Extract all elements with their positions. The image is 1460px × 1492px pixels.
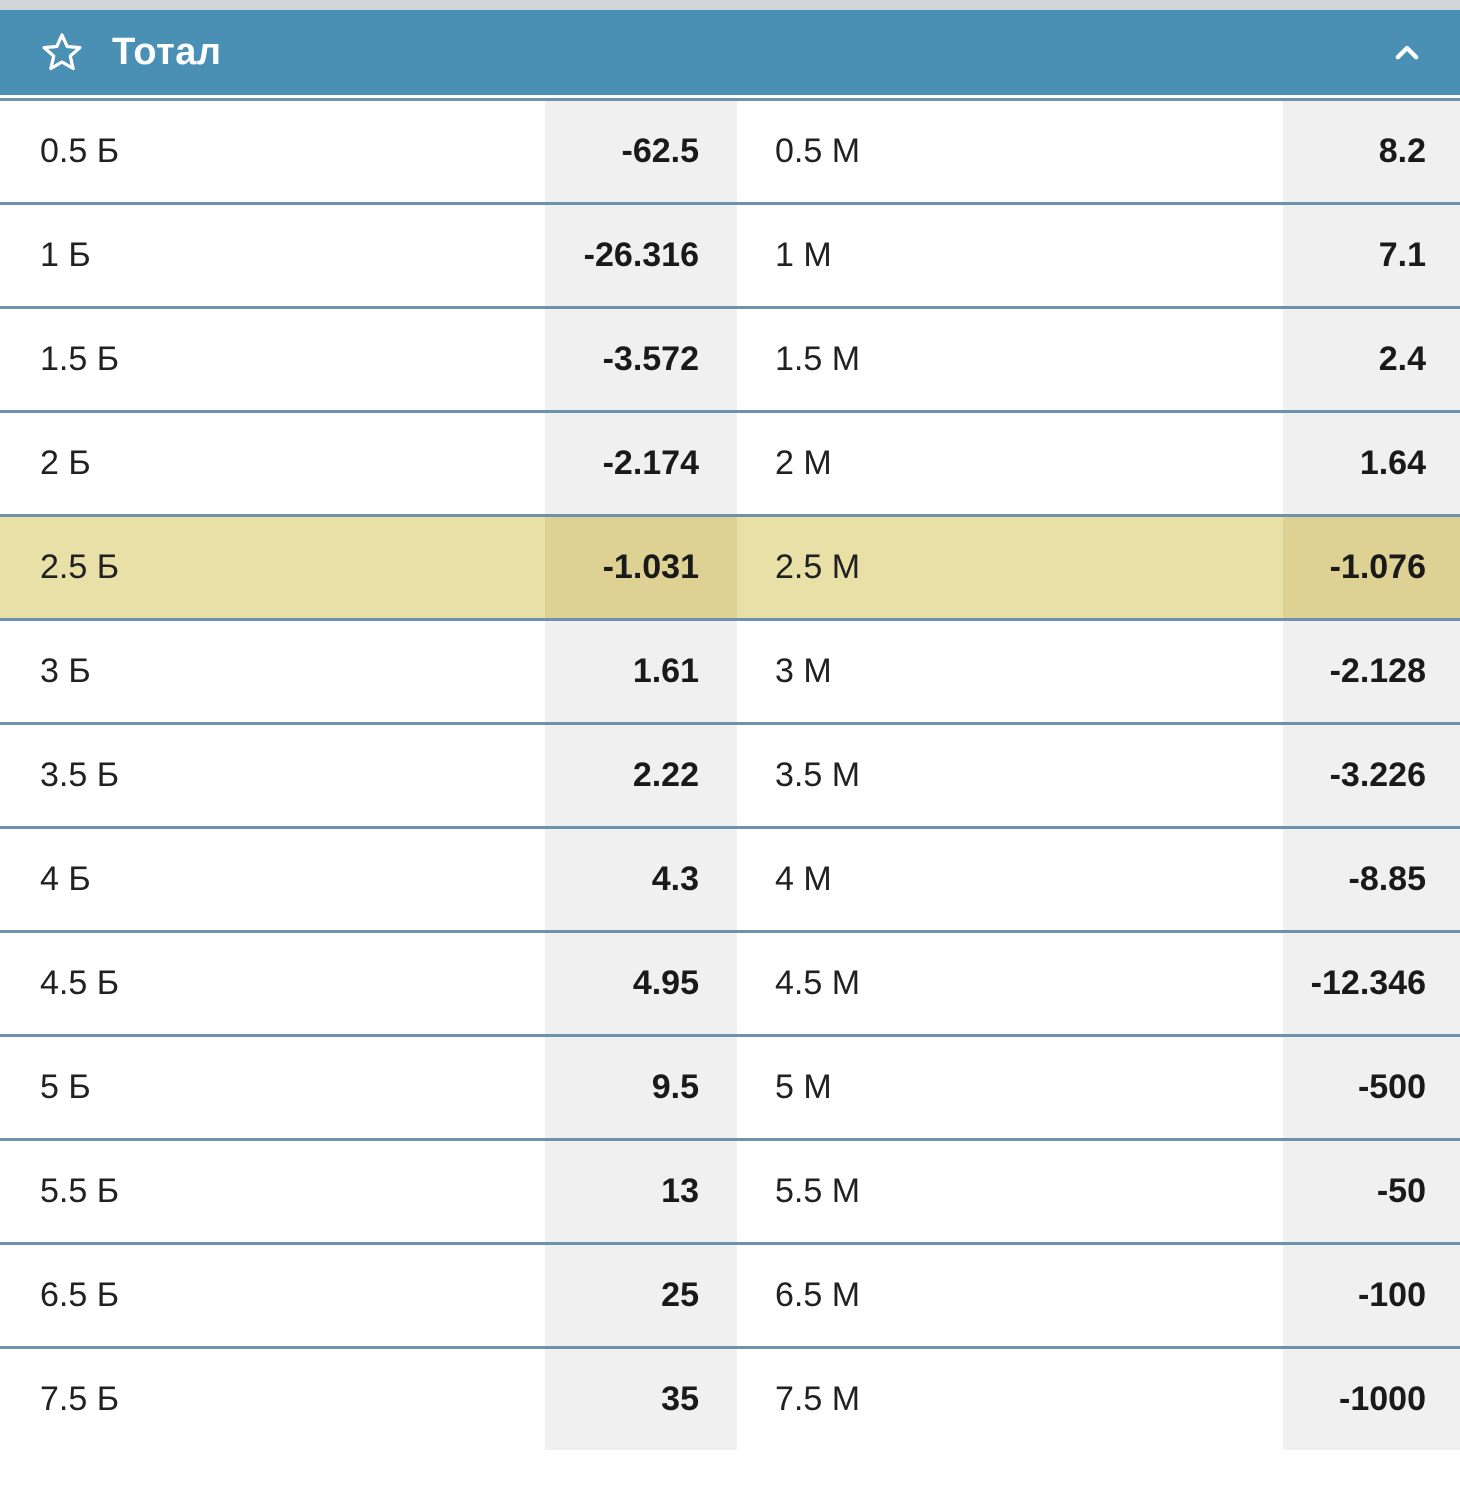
- outcome-under-button[interactable]: 7.5 М -1000: [737, 1349, 1460, 1450]
- odds-row: 2.5 Б -1.031 2.5 М -1.076: [0, 514, 1460, 618]
- over-odds-value: 4.3: [545, 829, 737, 930]
- over-odds-value: 35: [545, 1349, 737, 1450]
- over-label: 5.5 Б: [40, 1172, 120, 1210]
- outcome-over-button[interactable]: 5.5 Б 13: [0, 1141, 737, 1242]
- under-label: 1 М: [775, 236, 832, 274]
- odds-row: 6.5 Б 25 6.5 М -100: [0, 1242, 1460, 1346]
- odds-row: 5 Б 9.5 5 М -500: [0, 1034, 1460, 1138]
- under-odds-value: -100: [1283, 1245, 1460, 1346]
- over-odds-value: 9.5: [545, 1037, 737, 1138]
- under-odds-value: 7.1: [1283, 205, 1460, 306]
- outcome-under-button[interactable]: 1 М 7.1: [737, 205, 1460, 306]
- under-label: 4.5 М: [775, 964, 861, 1002]
- under-odds-value: -12.346: [1283, 933, 1460, 1034]
- odds-row: 3 Б 1.61 3 М -2.128: [0, 618, 1460, 722]
- under-label: 1.5 М: [775, 340, 861, 378]
- over-odds-value: -3.572: [545, 309, 737, 410]
- outcome-under-button[interactable]: 3 М -2.128: [737, 621, 1460, 722]
- over-odds-value: -26.316: [545, 205, 737, 306]
- outcome-under-button[interactable]: 4.5 М -12.346: [737, 933, 1460, 1034]
- odds-row: 3.5 Б 2.22 3.5 М -3.226: [0, 722, 1460, 826]
- under-label: 7.5 М: [775, 1380, 861, 1418]
- over-odds-value: -1.031: [545, 517, 737, 618]
- outcome-under-button[interactable]: 2 М 1.64: [737, 413, 1460, 514]
- under-label: 6.5 М: [775, 1276, 861, 1314]
- favorite-star-icon[interactable]: [38, 29, 86, 77]
- over-odds-value: 2.22: [545, 725, 737, 826]
- under-label: 2 М: [775, 444, 832, 482]
- outcome-over-button[interactable]: 3 Б 1.61: [0, 621, 737, 722]
- outcome-under-button[interactable]: 4 М -8.85: [737, 829, 1460, 930]
- outcome-over-button[interactable]: 2.5 Б -1.031: [0, 517, 737, 618]
- under-odds-value: -8.85: [1283, 829, 1460, 930]
- outcome-under-button[interactable]: 1.5 М 2.4: [737, 309, 1460, 410]
- odds-row: 4.5 Б 4.95 4.5 М -12.346: [0, 930, 1460, 1034]
- odds-row: 5.5 Б 13 5.5 М -50: [0, 1138, 1460, 1242]
- market-header[interactable]: Тотал: [0, 10, 1460, 95]
- outcome-over-button[interactable]: 4 Б 4.3: [0, 829, 737, 930]
- under-odds-value: 2.4: [1283, 309, 1460, 410]
- over-odds-value: -2.174: [545, 413, 737, 514]
- under-label: 2.5 М: [737, 517, 1283, 618]
- under-odds-value: -3.226: [1283, 725, 1460, 826]
- outcome-over-button[interactable]: 1.5 Б -3.572: [0, 309, 737, 410]
- under-label: 3.5 М: [775, 756, 861, 794]
- under-odds-value: -2.128: [1283, 621, 1460, 722]
- over-label: 0.5 Б: [40, 132, 120, 170]
- chevron-up-icon[interactable]: [1386, 32, 1428, 74]
- under-label: 5 М: [775, 1068, 832, 1106]
- odds-row: 1 Б -26.316 1 М 7.1: [0, 202, 1460, 306]
- outcome-over-button[interactable]: 7.5 Б 35: [0, 1349, 737, 1450]
- under-label: 5.5 М: [775, 1172, 861, 1210]
- outcome-under-button[interactable]: 2.5 М -1.076: [737, 517, 1460, 618]
- top-strip: [0, 0, 1460, 10]
- outcome-over-button[interactable]: 3.5 Б 2.22: [0, 725, 737, 826]
- outcome-under-button[interactable]: 5 М -500: [737, 1037, 1460, 1138]
- over-label: 1 Б: [40, 236, 91, 274]
- over-label: 4.5 Б: [40, 964, 120, 1002]
- under-odds-value: -1000: [1283, 1349, 1460, 1450]
- over-label: 1.5 Б: [40, 340, 120, 378]
- under-odds-value: -50: [1283, 1141, 1460, 1242]
- outcome-over-button[interactable]: 5 Б 9.5: [0, 1037, 737, 1138]
- over-odds-value: 13: [545, 1141, 737, 1242]
- outcome-over-button[interactable]: 2 Б -2.174: [0, 413, 737, 514]
- over-odds-value: 1.61: [545, 621, 737, 722]
- outcome-under-button[interactable]: 0.5 М 8.2: [737, 101, 1460, 202]
- odds-row: 0.5 Б -62.5 0.5 М 8.2: [0, 98, 1460, 202]
- over-label: 2 Б: [40, 444, 91, 482]
- outcome-over-button[interactable]: 4.5 Б 4.95: [0, 933, 737, 1034]
- outcome-under-button[interactable]: 3.5 М -3.226: [737, 725, 1460, 826]
- over-label: 7.5 Б: [40, 1380, 120, 1418]
- under-odds-value: 1.64: [1283, 413, 1460, 514]
- market-title: Тотал: [112, 31, 222, 73]
- over-label: 4 Б: [40, 860, 91, 898]
- odds-rows: 0.5 Б -62.5 0.5 М 8.2 1 Б -26.316 1 М 7.…: [0, 98, 1460, 1450]
- over-label: 3 Б: [40, 652, 91, 690]
- odds-row: 1.5 Б -3.572 1.5 М 2.4: [0, 306, 1460, 410]
- over-odds-value: 25: [545, 1245, 737, 1346]
- over-odds-value: -62.5: [545, 101, 737, 202]
- under-label: 3 М: [775, 652, 832, 690]
- odds-row: 4 Б 4.3 4 М -8.85: [0, 826, 1460, 930]
- under-odds-value: -500: [1283, 1037, 1460, 1138]
- over-label: 2.5 Б: [0, 517, 545, 618]
- odds-row: 2 Б -2.174 2 М 1.64: [0, 410, 1460, 514]
- outcome-over-button[interactable]: 0.5 Б -62.5: [0, 101, 737, 202]
- over-label: 5 Б: [40, 1068, 91, 1106]
- outcome-over-button[interactable]: 6.5 Б 25: [0, 1245, 737, 1346]
- under-label: 4 М: [775, 860, 832, 898]
- outcome-under-button[interactable]: 5.5 М -50: [737, 1141, 1460, 1242]
- outcome-under-button[interactable]: 6.5 М -100: [737, 1245, 1460, 1346]
- under-odds-value: 8.2: [1283, 101, 1460, 202]
- over-label: 6.5 Б: [40, 1276, 120, 1314]
- under-label: 0.5 М: [775, 132, 861, 170]
- over-odds-value: 4.95: [545, 933, 737, 1034]
- outcome-over-button[interactable]: 1 Б -26.316: [0, 205, 737, 306]
- over-label: 3.5 Б: [40, 756, 120, 794]
- under-odds-value: -1.076: [1283, 517, 1460, 618]
- odds-row: 7.5 Б 35 7.5 М -1000: [0, 1346, 1460, 1450]
